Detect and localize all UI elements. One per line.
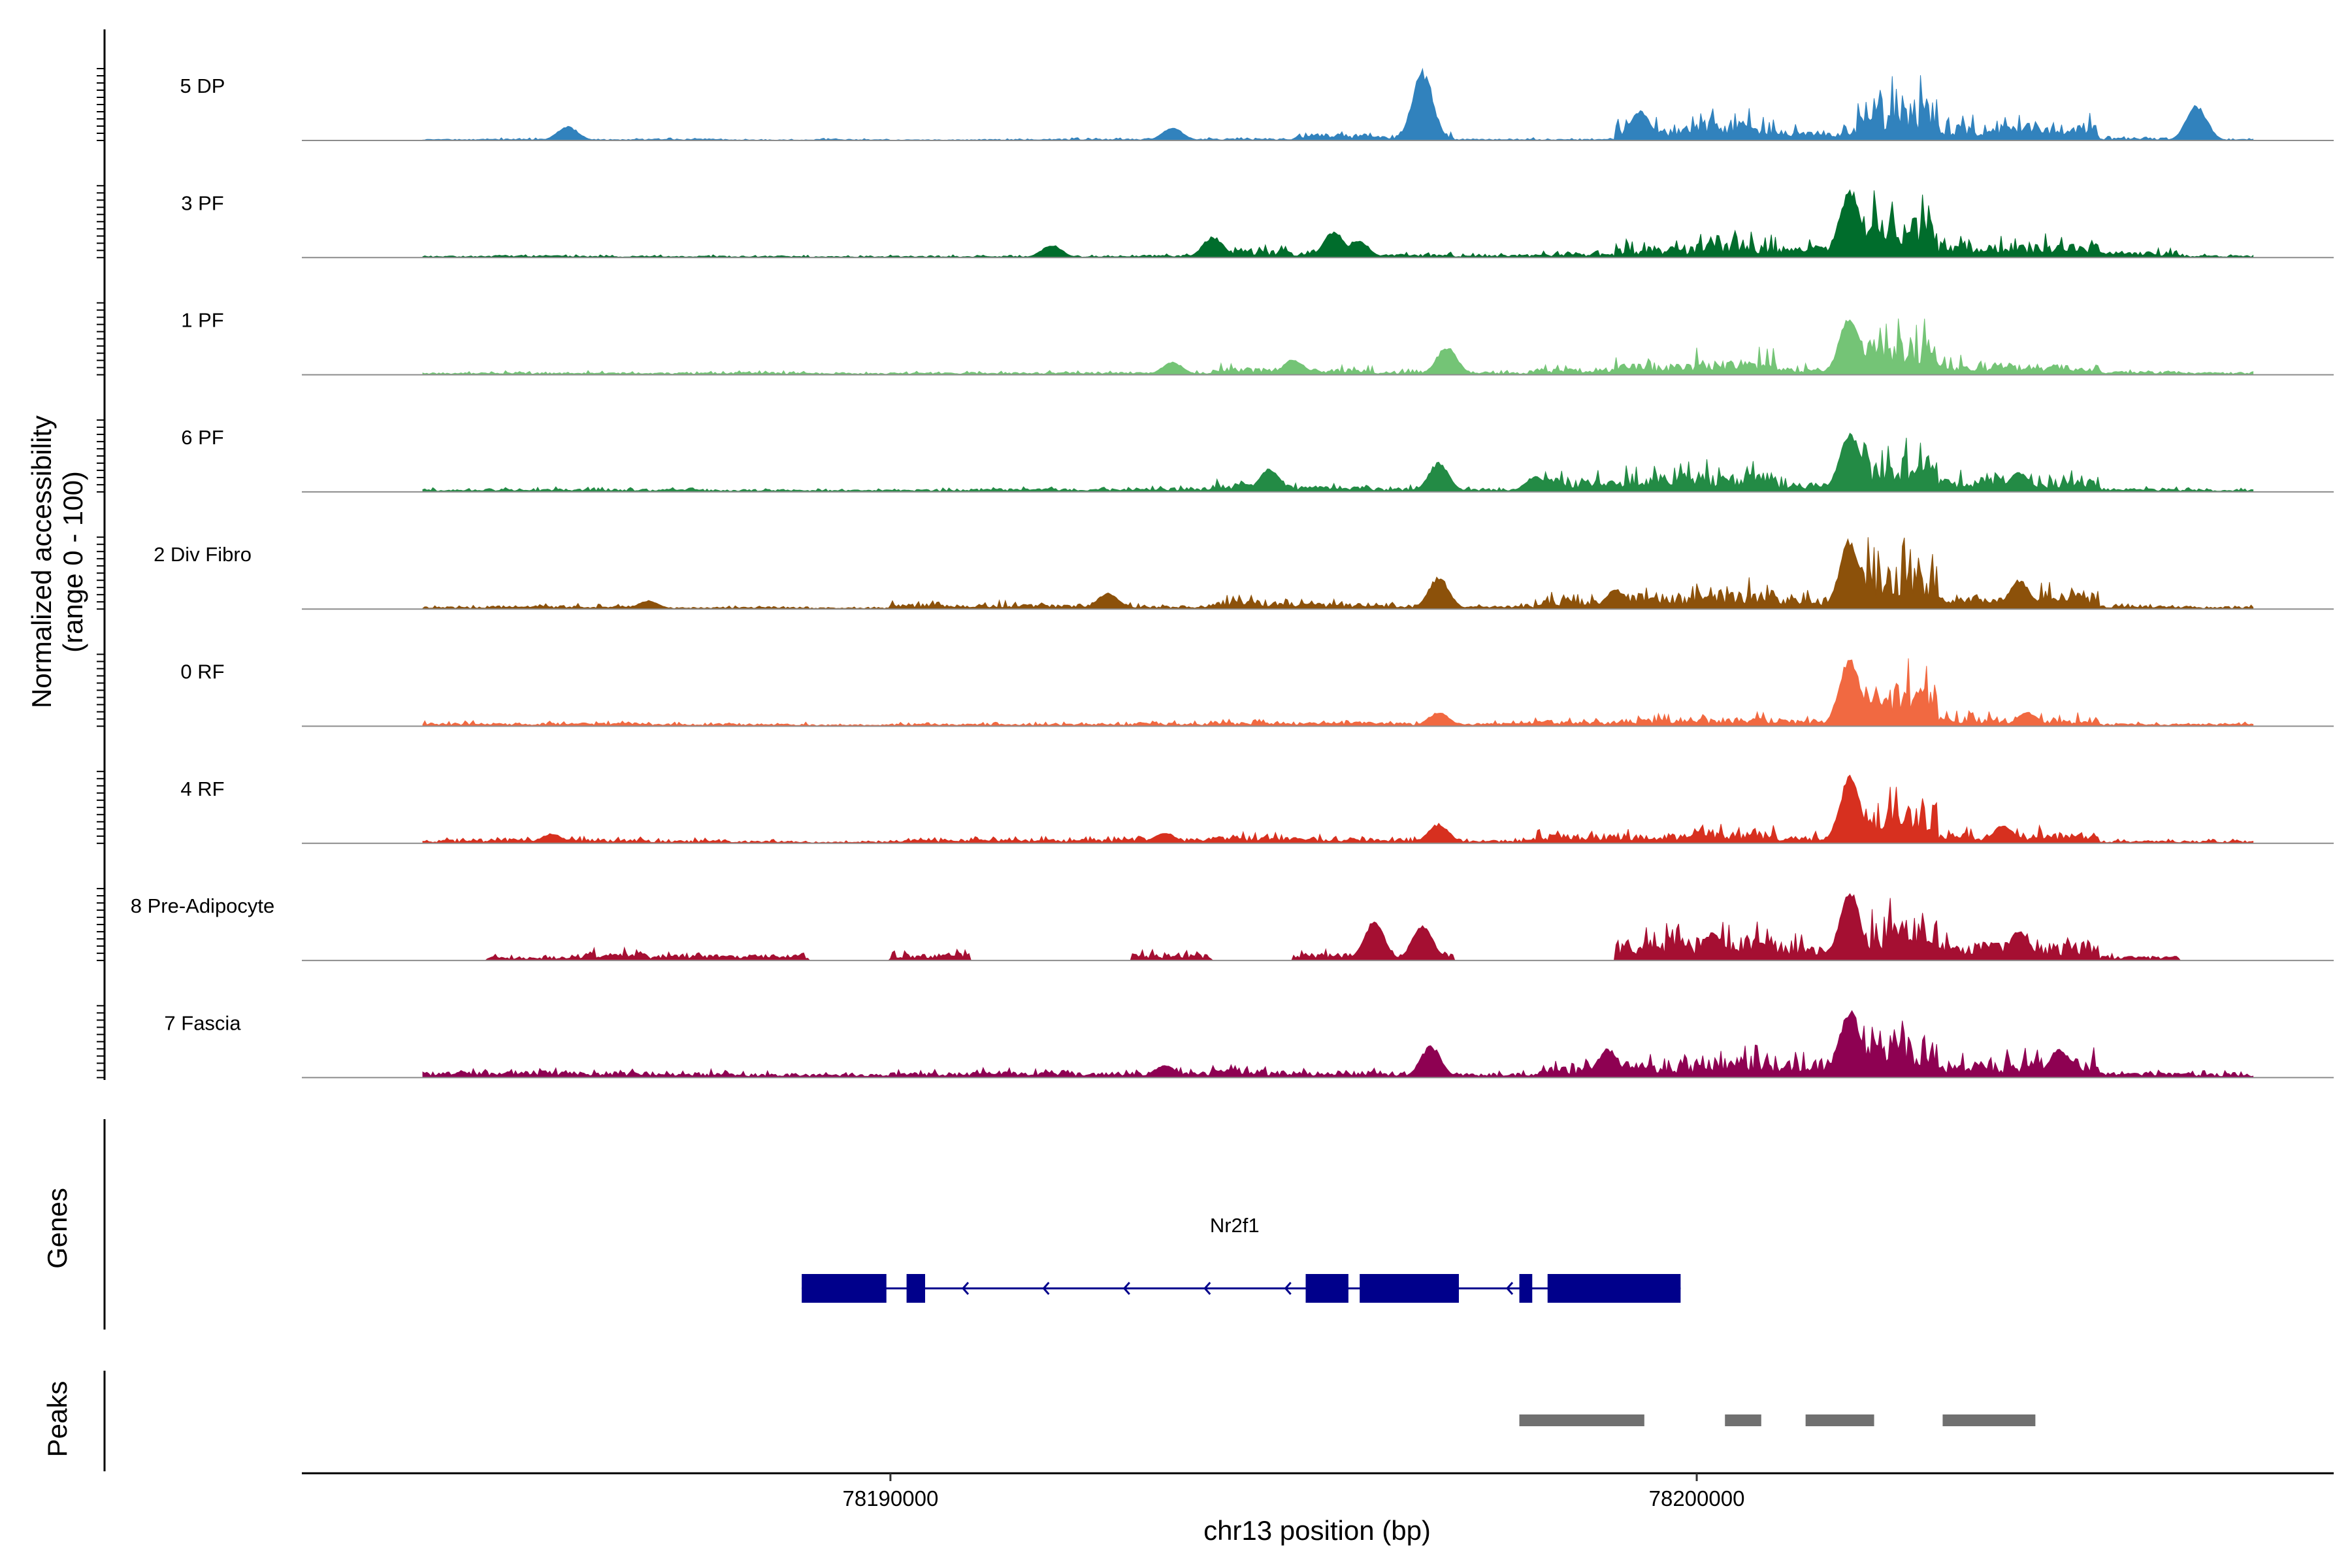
track-label: 7 Fascia — [164, 1011, 241, 1034]
strand-arrow — [1284, 1282, 1292, 1295]
track-label: 5 DP — [180, 74, 225, 97]
x-tick-label: 78190000 — [842, 1486, 938, 1511]
signal-area — [422, 318, 2254, 376]
track-label: 6 PF — [181, 426, 223, 449]
track-label: 2 Div Fibro — [154, 543, 252, 566]
signal-area — [423, 892, 2253, 961]
track-2-div-fibro: 2 Div Fibro — [154, 537, 2334, 610]
x-axis-title: chr13 position (bp) — [1203, 1515, 1431, 1546]
signal-area — [422, 67, 2254, 141]
peak-region — [1942, 1414, 2036, 1426]
track-label: 1 PF — [181, 309, 223, 332]
strand-arrow — [1506, 1282, 1514, 1295]
peak-region — [1805, 1414, 1874, 1426]
gene-exon — [1360, 1274, 1459, 1303]
track-label: 4 RF — [180, 777, 224, 800]
genes-panel-label: Genes — [42, 1188, 73, 1269]
track-1-pf: 1 PF — [181, 309, 2334, 376]
y-axis-title: Normalized accessibility — [26, 416, 57, 708]
track-5-dp: 5 DP — [180, 67, 2334, 141]
strand-arrow — [961, 1282, 970, 1295]
signal-area — [422, 433, 2254, 493]
track-label: 0 RF — [180, 661, 224, 683]
signal-area — [422, 1010, 2254, 1078]
signal-area — [422, 189, 2254, 258]
strand-arrow — [1122, 1282, 1130, 1295]
track-label: 3 PF — [181, 191, 223, 214]
peaks-panel-label: Peaks — [42, 1381, 73, 1458]
signal-area — [422, 537, 2254, 610]
gene-nr2f1: Nr2f1 — [802, 1214, 1681, 1303]
peaks-panel — [103, 1371, 2036, 1471]
gene-exon — [1305, 1274, 1348, 1303]
peak-region — [1725, 1414, 1761, 1426]
track-8-pre-adipocyte: 8 Pre-Adipocyte — [131, 892, 2334, 962]
gene-exon — [906, 1274, 925, 1303]
x-axis: 78190000 78200000 — [302, 1472, 2334, 1511]
strand-arrow — [1203, 1282, 1211, 1295]
coverage-panel: 5 DP 3 PF 1 PF 6 PF 2 Div Fibro 0 RF 4 RF 8 Pre… — [97, 29, 2334, 1080]
track-label: 8 Pre-Adipocyte — [131, 894, 275, 917]
signal-area — [422, 774, 2254, 844]
gene-exon — [1519, 1274, 1533, 1303]
strand-arrow — [1042, 1282, 1050, 1295]
y-axis-subtitle: (range 0 - 100) — [57, 471, 88, 653]
gene-exon — [802, 1274, 887, 1303]
genes-panel: Nr2f1 — [103, 1119, 1681, 1330]
gene-exon — [1547, 1274, 1681, 1303]
x-tick-label: 78200000 — [1649, 1486, 1745, 1511]
track-7-fascia: 7 Fascia — [164, 1010, 2334, 1079]
gene-name-label: Nr2f1 — [1210, 1214, 1260, 1237]
track-6-pf: 6 PF — [181, 426, 2334, 493]
track-4-rf: 4 RF — [180, 774, 2334, 844]
signal-area — [422, 658, 2254, 727]
peak-region — [1519, 1414, 1644, 1426]
track-3-pf: 3 PF — [181, 189, 2334, 259]
track-0-rf: 0 RF — [180, 658, 2334, 727]
